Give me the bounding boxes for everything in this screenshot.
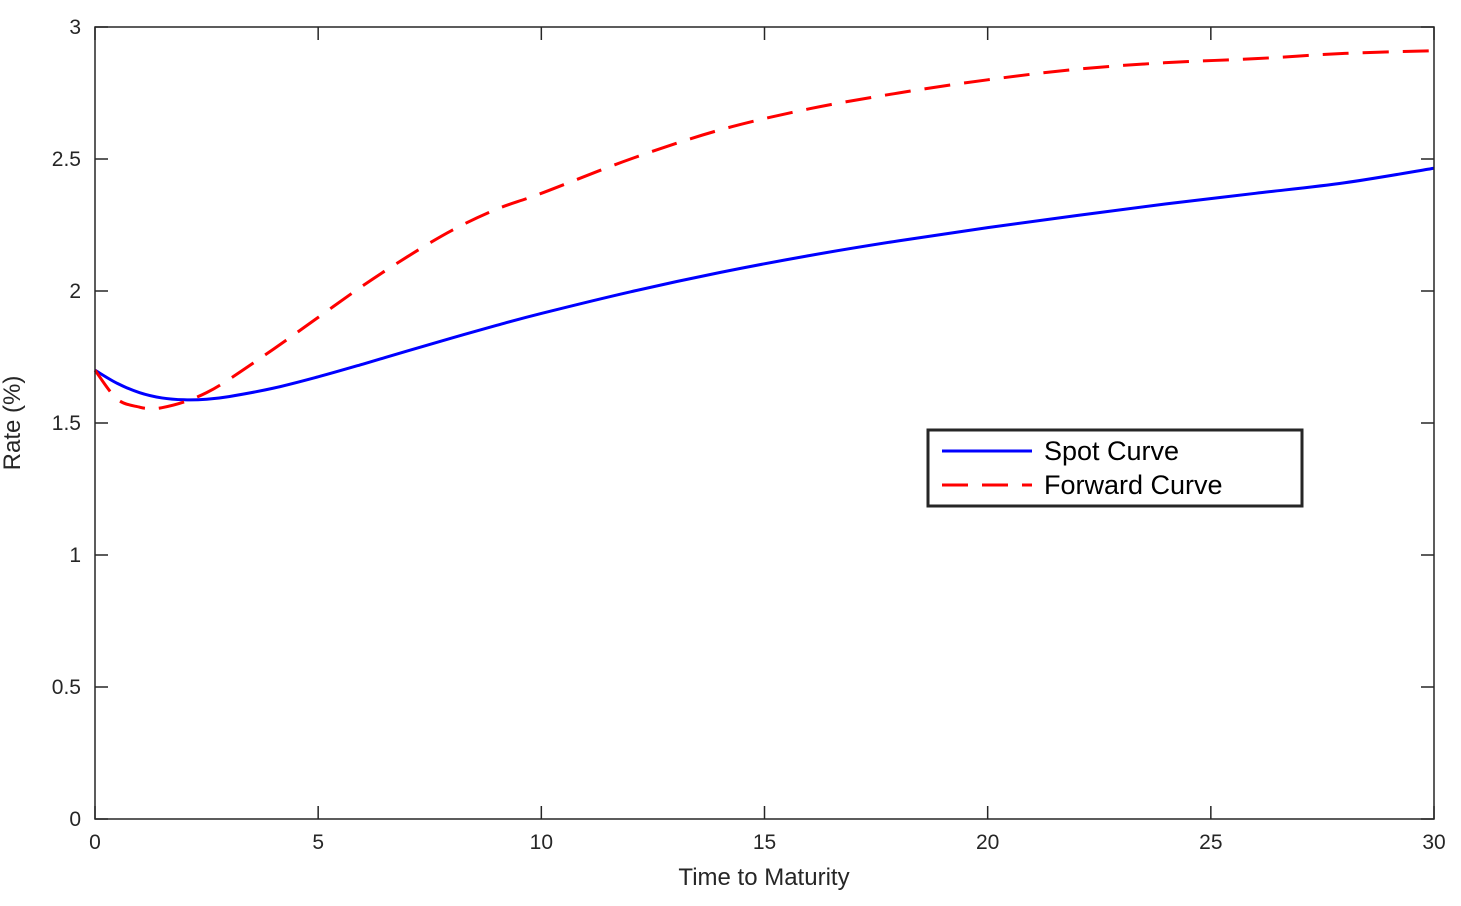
x-tick-label: 30 <box>1422 831 1445 854</box>
series-line-spot-curve <box>94 166 1435 402</box>
y-tick-label: 0 <box>69 808 81 831</box>
y-tick-label: 3 <box>69 16 81 39</box>
y-tick-label: 2.5 <box>52 148 81 171</box>
legend-label-spot-curve: Spot Curve <box>1044 436 1179 466</box>
legend-box <box>926 428 1304 508</box>
y-tick-label: 0.5 <box>52 676 81 699</box>
x-tick-label: 25 <box>1199 831 1222 854</box>
y-axis-label: Rate (%) <box>0 376 26 471</box>
x-axis-label: Time to Maturity <box>678 864 849 891</box>
y-tick-label: 1 <box>69 544 81 567</box>
x-tick-label: 20 <box>976 831 999 854</box>
series-lines <box>93 49 1435 411</box>
plot-frame <box>94 26 1435 820</box>
x-tick-label: 0 <box>89 831 101 854</box>
tick-labels: 0 5 10 15 20 25 30 0 0.5 1 1.5 2 2.5 3 <box>52 16 1446 854</box>
y-tick-label: 2 <box>69 280 81 303</box>
plot-background <box>95 27 1434 819</box>
x-tick-label: 10 <box>530 831 553 854</box>
legend-label-forward-curve: Forward Curve <box>1044 470 1223 500</box>
series-line-forward-curve <box>93 49 1435 411</box>
x-tick-label: 15 <box>753 831 776 854</box>
y-tick-label: 1.5 <box>52 412 81 435</box>
x-tick-label: 5 <box>312 831 324 854</box>
legend: Spot Curve Forward Curve <box>926 428 1304 508</box>
